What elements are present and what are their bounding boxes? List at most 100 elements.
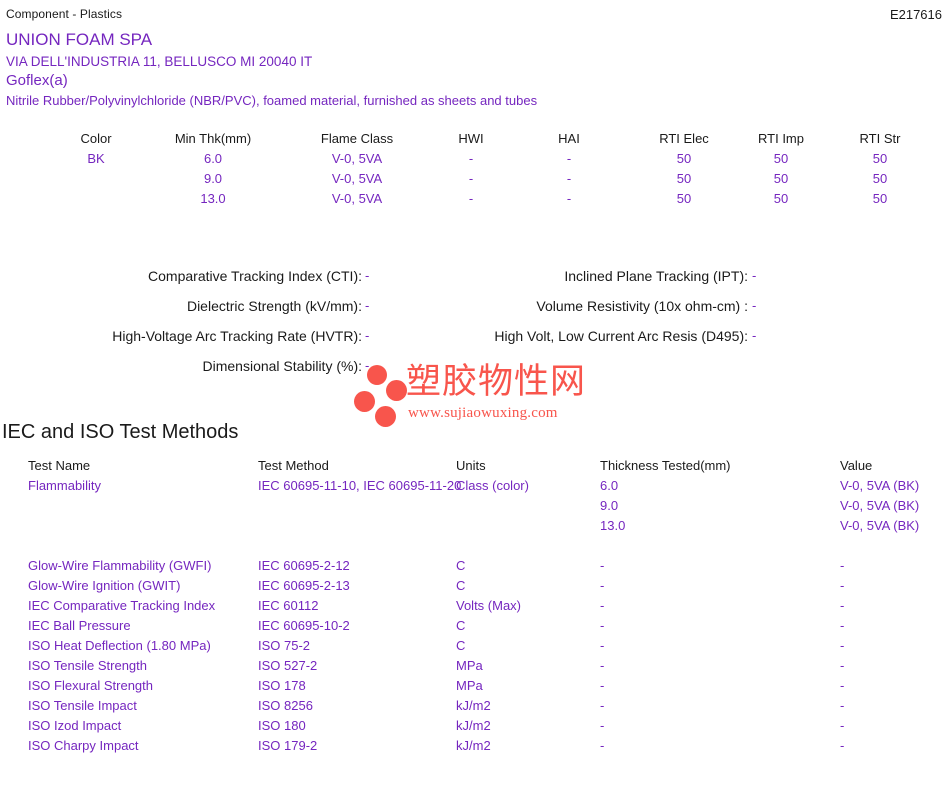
test-methods-row: 9.0 V-0, 5VA (BK)	[0, 498, 950, 518]
ratings-header-color: Color	[80, 131, 112, 146]
test-cell-method: ISO 75-2	[258, 638, 311, 653]
test-cell-value: -	[840, 638, 845, 653]
test-header-units: Units	[456, 458, 486, 473]
ratings-table-row: BK 6.0 V-0, 5VA - - 50 50 50	[0, 151, 950, 171]
property-label-dielectric-strength: Dielectric Strength (kV/mm):	[186, 298, 362, 314]
property-value-dimensional-stability: -	[365, 358, 370, 373]
test-cell-name: ISO Charpy Impact	[28, 738, 139, 753]
test-methods-header-row: Test Name Test Method Units Thickness Te…	[0, 458, 950, 478]
test-methods-row: ISO Charpy Impact ISO 179-2 kJ/m2 - -	[0, 738, 950, 758]
test-cell-units: MPa	[456, 658, 483, 673]
property-value-cti: -	[365, 268, 370, 283]
test-cell-thickness: 13.0	[600, 518, 626, 533]
test-methods-row: ISO Flexural Strength ISO 178 MPa - -	[0, 678, 950, 698]
test-methods-row: IEC Comparative Tracking Index IEC 60112…	[0, 598, 950, 618]
test-methods-row: ISO Heat Deflection (1.80 MPa) ISO 75-2 …	[0, 638, 950, 658]
test-cell-name: ISO Tensile Strength	[28, 658, 147, 673]
watermark-dot-icon	[375, 406, 396, 427]
property-value-volume-resistivity: -	[752, 298, 757, 313]
test-cell-name: ISO Heat Deflection (1.80 MPa)	[28, 638, 211, 653]
test-cell-units: kJ/m2	[456, 738, 491, 753]
test-cell-name: ISO Izod Impact	[28, 718, 122, 733]
property-row-dielectric-strength: Dielectric Strength (kV/mm): -	[0, 298, 950, 328]
ratings-cell-rti-elec: 50	[676, 191, 692, 206]
watermark-dot-icon	[354, 391, 375, 412]
test-cell-units: C	[456, 638, 466, 653]
ratings-header-rti-str: RTI Str	[859, 131, 901, 146]
test-cell-units: kJ/m2	[456, 718, 491, 733]
ratings-cell-hwi: -	[468, 171, 474, 186]
test-cell-method: IEC 60695-11-10, IEC 60695-11-20	[258, 478, 462, 493]
test-methods-spacer-row	[0, 538, 950, 558]
property-label-ipt: Inclined Plane Tracking (IPT):	[564, 268, 748, 284]
test-cell-value: -	[840, 678, 845, 693]
test-cell-thickness: -	[600, 638, 605, 653]
test-cell-thickness: -	[600, 698, 605, 713]
test-cell-thickness: -	[600, 598, 605, 613]
ratings-header-hwi: HWI	[458, 131, 484, 146]
ratings-cell-min-thk: 9.0	[203, 171, 223, 186]
test-cell-thickness: -	[600, 578, 605, 593]
property-row-d495: High Volt, Low Current Arc Resis (D495):…	[0, 328, 950, 358]
test-cell-value: -	[840, 618, 845, 633]
test-cell-units: C	[456, 558, 466, 573]
test-cell-name: Glow-Wire Ignition (GWIT)	[28, 578, 181, 593]
property-row-cti: Comparative Tracking Index (CTI): -	[0, 268, 950, 298]
ratings-cell-flame-class: V-0, 5VA	[331, 191, 383, 206]
test-cell-method: ISO 8256	[258, 698, 313, 713]
test-header-thickness: Thickness Tested(mm)	[600, 458, 731, 473]
ratings-cell-min-thk: 13.0	[200, 191, 226, 206]
test-cell-name: IEC Comparative Tracking Index	[28, 598, 216, 613]
electrical-properties-right-column: Inclined Plane Tracking (IPT): - Volume …	[0, 268, 950, 358]
ratings-cell-hai: -	[566, 171, 572, 186]
property-row-dimensional-stability: Dimensional Stability (%): -	[0, 358, 950, 388]
ratings-header-flame-class: Flame Class	[320, 131, 394, 146]
ratings-cell-rti-str: 50	[872, 191, 888, 206]
test-cell-units: kJ/m2	[456, 698, 491, 713]
ratings-cell-flame-class: V-0, 5VA	[331, 151, 383, 166]
test-cell-value: V-0, 5VA (BK)	[840, 498, 920, 513]
test-cell-value: -	[840, 658, 845, 673]
test-cell-value: -	[840, 558, 845, 573]
ratings-cell-hai: -	[566, 151, 572, 166]
company-name: UNION FOAM SPA	[6, 30, 153, 49]
property-label-d495: High Volt, Low Current Arc Resis (D495):	[494, 328, 748, 344]
ratings-cell-hwi: -	[468, 191, 474, 206]
test-cell-method: IEC 60695-10-2	[258, 618, 350, 633]
test-cell-units: C	[456, 618, 466, 633]
ratings-cell-rti-str: 50	[872, 171, 888, 186]
test-cell-value: -	[840, 698, 845, 713]
test-cell-thickness: -	[600, 558, 605, 573]
test-cell-name: IEC Ball Pressure	[28, 618, 131, 633]
test-cell-units: C	[456, 578, 466, 593]
test-cell-thickness: -	[600, 658, 605, 673]
ratings-table-row: 13.0 V-0, 5VA - - 50 50 50	[0, 191, 950, 211]
property-label-dimensional-stability: Dimensional Stability (%):	[202, 358, 363, 374]
test-cell-thickness: -	[600, 678, 605, 693]
test-cell-units: MPa	[456, 678, 483, 693]
ratings-cell-rti-imp: 50	[773, 171, 789, 186]
test-methods-row: Glow-Wire Ignition (GWIT) IEC 60695-2-13…	[0, 578, 950, 598]
test-cell-value: -	[840, 578, 845, 593]
ratings-header-rti-elec: RTI Elec	[659, 131, 709, 146]
ratings-header-min-thk: Min Thk(mm)	[174, 131, 252, 146]
test-methods-row: 13.0 V-0, 5VA (BK)	[0, 518, 950, 538]
ratings-cell-rti-str: 50	[872, 151, 888, 166]
test-cell-value: -	[840, 598, 845, 613]
ratings-cell-rti-elec: 50	[676, 151, 692, 166]
property-value-hvtr: -	[365, 328, 370, 343]
ratings-cell-rti-elec: 50	[676, 171, 692, 186]
test-cell-method: IEC 60112	[258, 598, 319, 613]
test-cell-name: ISO Tensile Impact	[28, 698, 137, 713]
test-cell-thickness: 6.0	[600, 478, 619, 493]
test-cell-name: Glow-Wire Flammability (GWFI)	[28, 558, 212, 573]
ul-file-number: E217616	[889, 7, 942, 22]
test-methods-row: Glow-Wire Flammability (GWFI) IEC 60695-…	[0, 558, 950, 578]
ratings-table: Color Min Thk(mm) Flame Class HWI HAI RT…	[0, 131, 950, 211]
ratings-cell-rti-imp: 50	[773, 151, 789, 166]
test-cell-thickness: -	[600, 718, 605, 733]
property-label-cti: Comparative Tracking Index (CTI):	[148, 268, 362, 284]
test-cell-value: V-0, 5VA (BK)	[840, 518, 920, 533]
property-row-volume-resistivity: Volume Resistivity (10x ohm-cm) : -	[0, 298, 950, 328]
test-cell-method: ISO 180	[258, 718, 306, 733]
